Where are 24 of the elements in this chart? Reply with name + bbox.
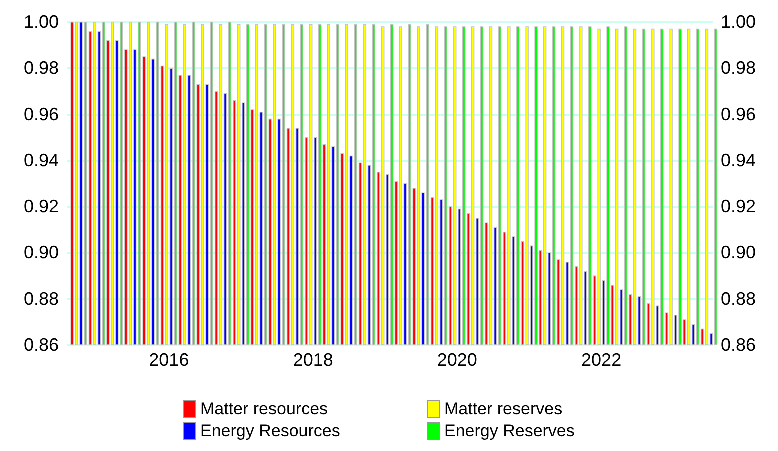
x-tick-label: 2022 <box>582 350 622 370</box>
y-tick-label: 0.88 <box>24 288 59 309</box>
legend-label: Energy Resources <box>200 422 340 440</box>
legend-label: Matter resources <box>200 400 328 418</box>
y-tick-label: 0.90 <box>24 242 59 263</box>
y2-tick-label: 0.98 <box>721 58 756 78</box>
y-tick-label: 0.92 <box>24 196 59 217</box>
x-tick-label: 2018 <box>293 350 334 370</box>
legend-label: Matter reserves <box>444 400 563 418</box>
y2-tick-label: 1.00 <box>721 12 756 32</box>
y2-tick-label: 0.90 <box>721 242 756 263</box>
y2-tick-label: 0.92 <box>721 196 756 217</box>
x-tick-label: 2016 <box>149 350 190 370</box>
y-tick-label: 0.86 <box>24 335 59 355</box>
y2-tick-label: 0.96 <box>721 104 756 124</box>
y2-tick-label: 0.86 <box>721 335 756 355</box>
y-tick-label: 1.00 <box>24 12 59 32</box>
y2-tick-label: 0.94 <box>721 150 756 170</box>
x-tick-label: 2020 <box>437 350 478 370</box>
y-tick-label: 0.98 <box>24 58 59 78</box>
y2-tick-label: 0.88 <box>721 288 756 309</box>
y-tick-label: 0.96 <box>24 104 59 124</box>
legend-label: Energy Reserves <box>444 422 575 440</box>
y-tick-label: 0.94 <box>24 150 59 170</box>
